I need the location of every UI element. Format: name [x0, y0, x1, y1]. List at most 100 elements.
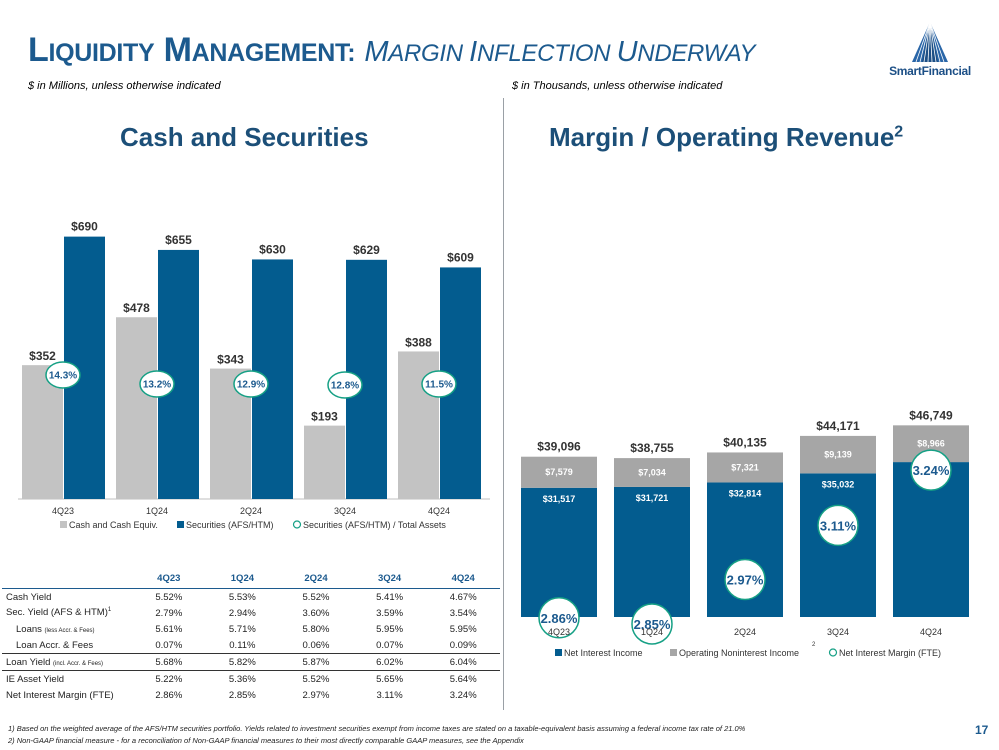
sec-ratio-label: 12.8% — [331, 381, 359, 392]
legend-ratio-swatch — [292, 520, 302, 529]
yield-cell: 0.07% — [155, 639, 183, 651]
noninterest-bar-label: $7,034 — [638, 468, 666, 478]
legend-cash-label: Cash and Cash Equiv. — [69, 520, 158, 530]
yield-cell: 5.95% — [376, 623, 404, 635]
yield-row-label: Sec. Yield (AFS & HTM)1 — [6, 607, 112, 619]
yield-cell: 3.59% — [376, 607, 404, 619]
noninterest-bar-label: $8,966 — [917, 439, 945, 449]
net-interest-income-bar — [521, 487, 597, 617]
yield-cell: 5.71% — [228, 623, 256, 635]
margin-revenue-title: Margin / Operating Revenue2 — [549, 122, 904, 152]
yield-row-label: Net Interest Margin (FTE) — [6, 689, 114, 701]
logo-mark-icon — [912, 21, 948, 63]
yield-col-header: 1Q24 — [205, 568, 280, 589]
legend-securities-swatch — [177, 521, 184, 528]
yield-cell: 5.61% — [155, 623, 183, 635]
yield-cell: 0.07% — [376, 639, 404, 651]
yield-cell: 0.09% — [449, 639, 477, 651]
yield-col-header: 4Q24 — [426, 568, 500, 589]
yield-row-label: Cash Yield — [2, 588, 132, 605]
legend-nim-swatch — [828, 648, 838, 657]
yield-cell: 5.41% — [352, 588, 427, 605]
securities-bar-label: $630 — [259, 242, 286, 256]
sec-ratio-bubble — [233, 370, 269, 398]
nim-bubble — [910, 449, 952, 491]
total-revenue-label: $39,096 — [537, 440, 581, 454]
yield-cell: 6.04% — [426, 653, 500, 671]
sec-ratio-bubble — [139, 370, 175, 398]
nim-label: 3.11% — [820, 518, 857, 533]
left-x-tick-label: 4Q23 — [52, 506, 74, 516]
cash-bar — [116, 317, 157, 499]
yield-table-row: Loan Yield (incl. Accr. & Fees) 5.68% 5.82… — [2, 653, 500, 671]
sec-ratio-label: 11.5% — [425, 380, 453, 391]
left-x-tick-label: 1Q24 — [146, 506, 168, 516]
yield-cell: 5.64% — [426, 670, 500, 687]
yield-col-header: 4Q23 — [132, 568, 206, 589]
legend-noninterest-label: Operating Noninterest Income — [679, 648, 799, 658]
logo-wordmark: SmartFinancial — [889, 64, 971, 78]
yield-cell: 5.52% — [132, 588, 206, 605]
yield-cell: 5.53% — [205, 588, 280, 605]
noninterest-income-bar — [521, 456, 597, 488]
net-interest-income-bar — [614, 486, 690, 617]
right-unit-note: $ in Thousands, unless otherwise indicat… — [512, 80, 723, 92]
cash-bar — [304, 425, 345, 499]
cash-bar-label: $388 — [405, 335, 432, 349]
company-logo: SmartFinancial — [882, 20, 978, 84]
legend-nii-swatch — [555, 649, 562, 656]
page-title: LIQUIDITY MANAGEMENT: MARGIN INFLECTION … — [28, 31, 756, 69]
right-x-tick-label: 2Q24 — [734, 627, 756, 637]
cash-securities-title: Cash and Securities — [120, 122, 369, 152]
securities-bar-label: $629 — [353, 243, 380, 257]
securities-bar-label: $609 — [447, 250, 474, 264]
legend-ratio-label: Securities (AFS/HTM) / Total Assets — [303, 520, 446, 530]
left-x-tick-label: 2Q24 — [240, 506, 262, 516]
yield-table-header: 4Q23 1Q24 2Q24 3Q24 4Q24 — [2, 568, 500, 589]
total-revenue-label: $40,135 — [723, 435, 767, 449]
noninterest-bar-label: $7,579 — [545, 467, 573, 477]
cash-bar-label: $352 — [29, 349, 56, 363]
yield-cell: 5.52% — [279, 670, 353, 687]
right-x-tick-label: 4Q24 — [920, 627, 942, 637]
panel-divider — [503, 98, 504, 710]
yield-cell: 5.36% — [205, 670, 280, 687]
yield-row-label: Loan Accr. & Fees — [16, 639, 94, 651]
noninterest-income-bar — [614, 458, 690, 487]
nii-bar-label: $35,032 — [822, 479, 855, 489]
yield-cell: 2.97% — [302, 689, 330, 701]
noninterest-bar-label: $7,321 — [731, 462, 759, 472]
yield-cell: 5.87% — [279, 653, 353, 671]
sec-ratio-bubble — [45, 361, 81, 389]
total-revenue-label: $44,171 — [816, 419, 860, 433]
page-number: 17 — [975, 723, 989, 737]
legend-nim-label: Net Interest Margin (FTE) — [839, 648, 941, 658]
left-unit-note: $ in Millions, unless otherwise indicate… — [28, 80, 221, 92]
legend-nii-label: Net Interest Income — [564, 648, 643, 658]
sec-ratio-bubble — [327, 371, 363, 399]
noninterest-bar-label: $9,139 — [824, 450, 852, 460]
nii-bar-label: $32,814 — [729, 488, 762, 498]
yield-col-header: 2Q24 — [279, 568, 353, 589]
yield-cell: 6.02% — [352, 653, 427, 671]
sec-ratio-label: 12.9% — [237, 380, 265, 391]
yield-cell: 3.24% — [449, 689, 477, 701]
yield-cell: 3.54% — [449, 607, 477, 619]
yield-table: 4Q23 1Q24 2Q24 3Q24 4Q24 Cash Yield 5.52%… — [2, 568, 500, 703]
yield-cell: 5.82% — [205, 653, 280, 671]
yield-cell: 5.65% — [352, 670, 427, 687]
yield-cell: 2.79% — [155, 607, 183, 619]
sec-ratio-bubble — [421, 370, 457, 398]
yield-cell: 2.94% — [228, 607, 256, 619]
margin-revenue-chart: $31,517 $7,579 $39,096 2.86%4Q23 $31,721 $7,0… — [521, 408, 969, 658]
yield-table-row: Net Interest Margin (FTE) 2.86% 2.85% 2.97%… — [2, 687, 500, 703]
yield-cell: 5.52% — [279, 588, 353, 605]
yield-row-label: IE Asset Yield — [2, 670, 132, 687]
legend-noninterest-swatch — [670, 649, 677, 656]
yield-row-label: Loans (less Accr. & Fees) — [16, 623, 95, 635]
yield-cell: 5.68% — [132, 653, 206, 671]
yield-cell: 5.95% — [449, 623, 477, 635]
left-x-tick-label: 3Q24 — [334, 506, 356, 516]
yield-cell: 5.80% — [302, 623, 330, 635]
cash-bar-label: $193 — [311, 410, 338, 424]
